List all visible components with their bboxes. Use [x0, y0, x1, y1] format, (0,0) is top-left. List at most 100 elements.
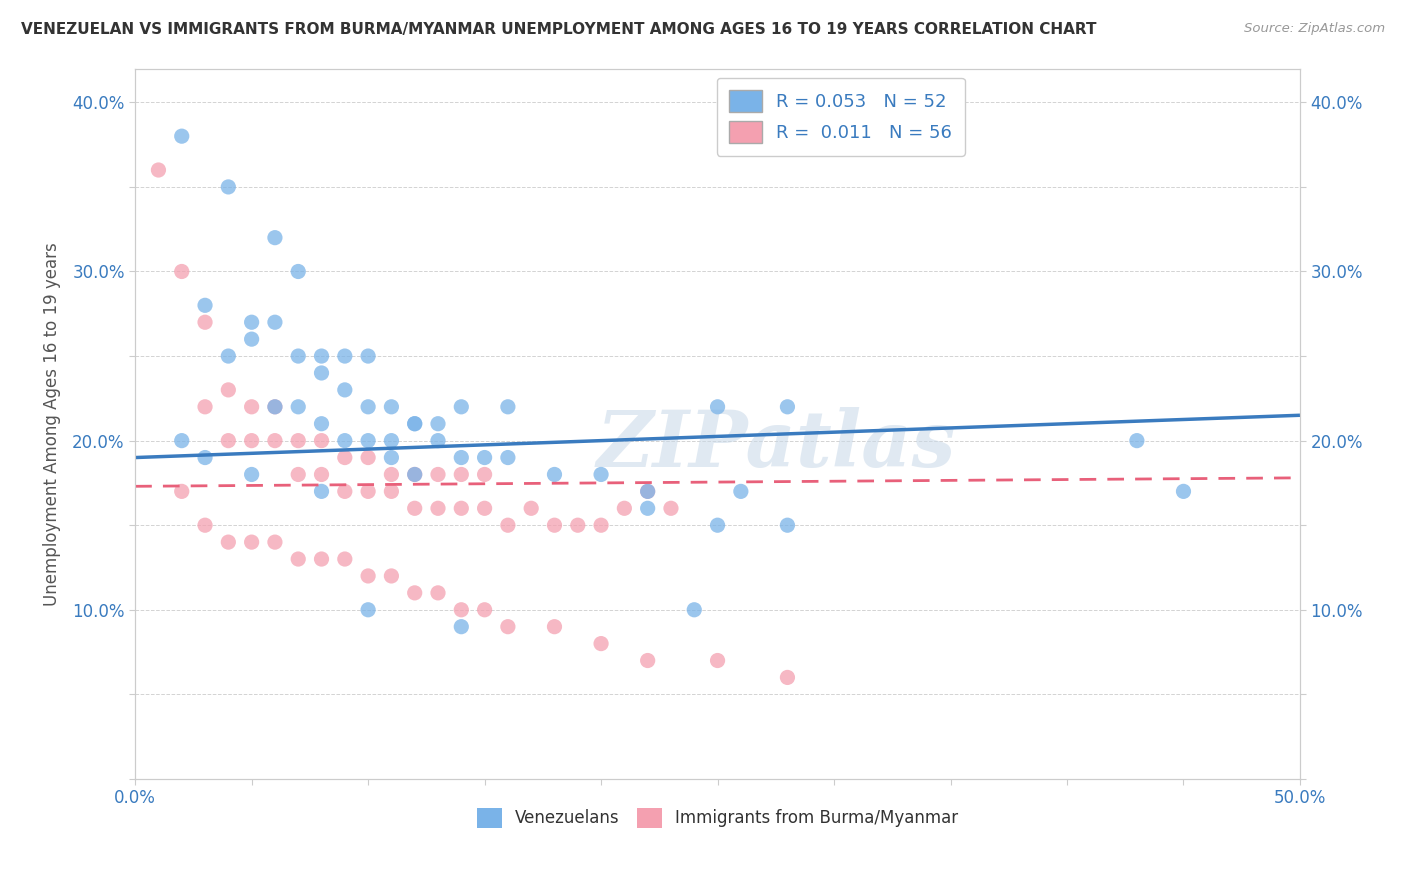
Point	[520, 501, 543, 516]
Point	[311, 417, 333, 431]
Point	[264, 535, 287, 549]
Point	[240, 315, 263, 329]
Point	[380, 450, 402, 465]
Point	[380, 484, 402, 499]
Point	[170, 484, 193, 499]
Point	[194, 518, 217, 533]
Point	[357, 434, 380, 448]
Point	[333, 450, 356, 465]
Point	[170, 434, 193, 448]
Point	[474, 603, 496, 617]
Point	[1173, 484, 1195, 499]
Point	[194, 400, 217, 414]
Point	[591, 518, 613, 533]
Point	[591, 637, 613, 651]
Point	[496, 518, 519, 533]
Point	[333, 383, 356, 397]
Point	[357, 349, 380, 363]
Point	[474, 467, 496, 482]
Point	[404, 417, 426, 431]
Point	[427, 586, 450, 600]
Point	[217, 535, 239, 549]
Point	[380, 400, 402, 414]
Point	[194, 450, 217, 465]
Point	[311, 484, 333, 499]
Point	[706, 653, 728, 667]
Point	[311, 467, 333, 482]
Point	[613, 501, 636, 516]
Point	[240, 400, 263, 414]
Point	[287, 467, 309, 482]
Point	[427, 501, 450, 516]
Point	[287, 434, 309, 448]
Point	[148, 163, 170, 178]
Point	[404, 586, 426, 600]
Point	[404, 417, 426, 431]
Point	[427, 434, 450, 448]
Point	[683, 603, 706, 617]
Point	[637, 501, 659, 516]
Point	[333, 484, 356, 499]
Point	[264, 400, 287, 414]
Point	[333, 434, 356, 448]
Point	[543, 620, 565, 634]
Point	[287, 264, 309, 278]
Point	[404, 501, 426, 516]
Point	[404, 467, 426, 482]
Point	[637, 653, 659, 667]
Point	[543, 518, 565, 533]
Point	[450, 400, 472, 414]
Point	[776, 400, 799, 414]
Point	[240, 332, 263, 346]
Point	[311, 366, 333, 380]
Point	[287, 552, 309, 566]
Point	[637, 484, 659, 499]
Point	[450, 450, 472, 465]
Point	[217, 434, 239, 448]
Point	[427, 467, 450, 482]
Point	[543, 467, 565, 482]
Point	[659, 501, 682, 516]
Point	[194, 298, 217, 312]
Point	[357, 569, 380, 583]
Point	[1126, 434, 1149, 448]
Point	[357, 603, 380, 617]
Point	[496, 620, 519, 634]
Point	[380, 569, 402, 583]
Point	[450, 620, 472, 634]
Point	[496, 400, 519, 414]
Point	[333, 349, 356, 363]
Y-axis label: Unemployment Among Ages 16 to 19 years: Unemployment Among Ages 16 to 19 years	[44, 242, 60, 606]
Point	[311, 552, 333, 566]
Point	[264, 230, 287, 244]
Point	[427, 417, 450, 431]
Point	[730, 484, 752, 499]
Point	[217, 383, 239, 397]
Point	[240, 434, 263, 448]
Point	[217, 180, 239, 194]
Text: VENEZUELAN VS IMMIGRANTS FROM BURMA/MYANMAR UNEMPLOYMENT AMONG AGES 16 TO 19 YEA: VENEZUELAN VS IMMIGRANTS FROM BURMA/MYAN…	[21, 22, 1097, 37]
Point	[637, 484, 659, 499]
Point	[776, 518, 799, 533]
Point	[357, 400, 380, 414]
Legend: Venezuelans, Immigrants from Burma/Myanmar: Venezuelans, Immigrants from Burma/Myanm…	[471, 801, 965, 835]
Point	[311, 434, 333, 448]
Point	[357, 450, 380, 465]
Point	[264, 315, 287, 329]
Point	[496, 450, 519, 465]
Point	[380, 434, 402, 448]
Point	[240, 535, 263, 549]
Point	[264, 434, 287, 448]
Point	[380, 467, 402, 482]
Point	[474, 450, 496, 465]
Point	[567, 518, 589, 533]
Point	[776, 670, 799, 684]
Point	[706, 518, 728, 533]
Point	[311, 349, 333, 363]
Point	[194, 315, 217, 329]
Text: Source: ZipAtlas.com: Source: ZipAtlas.com	[1244, 22, 1385, 36]
Point	[450, 467, 472, 482]
Point	[217, 349, 239, 363]
Point	[287, 349, 309, 363]
Point	[706, 400, 728, 414]
